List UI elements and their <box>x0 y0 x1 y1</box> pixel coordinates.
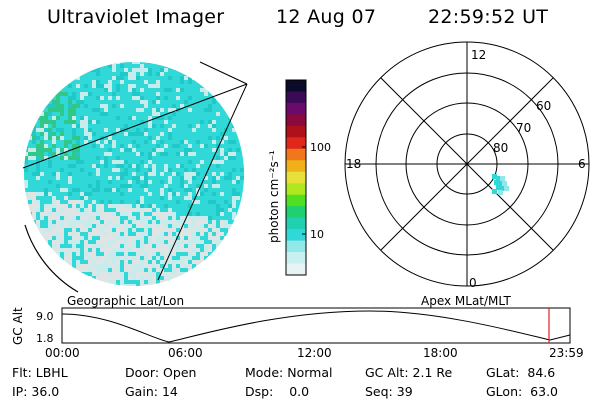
geo-caption: Geographic Lat/Lon <box>67 294 185 308</box>
date-label: 12 Aug 07 <box>276 6 377 28</box>
colorbar-cell <box>286 160 306 173</box>
limb-arc <box>24 224 79 293</box>
colorbar-cell <box>286 80 306 92</box>
timeline-frame <box>61 307 571 344</box>
colorbar-tick-100: 100 <box>310 141 331 154</box>
colorbar-cell <box>286 91 306 104</box>
fov-line <box>199 61 248 85</box>
gcalt-value: 2.1 Re <box>412 365 453 380</box>
door-info: Door: Open <box>125 365 197 380</box>
uv-image-disc <box>24 62 244 286</box>
lat-label-60: 60 <box>536 99 551 113</box>
mlt-label-18: 18 <box>346 157 361 171</box>
door-value: Open <box>163 365 197 380</box>
colorbar-cell <box>286 217 306 230</box>
colorbar-cell <box>286 102 306 115</box>
flt-value: LBHL <box>35 365 68 380</box>
seq-info: Seq: 39 <box>365 384 413 399</box>
lat-label-80: 80 <box>493 141 508 155</box>
colorbar-cell <box>286 137 306 150</box>
y-tick-1-8: 1.8 <box>36 332 54 345</box>
colorbar-tick-10: 10 <box>310 228 324 241</box>
dsp-info: Dsp: 0.0 <box>245 384 310 399</box>
colorbar-unit-label: photon cm⁻²s⁻¹ <box>267 150 281 243</box>
colorbar-cell <box>286 171 306 184</box>
colorbar-cell <box>286 183 306 196</box>
polar-plot: 12 18 6 0 60 70 80 <box>344 41 590 290</box>
glon-value: 63.0 <box>530 384 559 399</box>
glon-info: GLon: 63.0 <box>486 384 559 399</box>
x-tick-1200: 12:00 <box>297 346 332 360</box>
glat-value: 84.6 <box>527 365 556 380</box>
ip-value: 36.0 <box>31 384 60 399</box>
mode-value: Normal <box>287 365 333 380</box>
x-tick-0000: 00:00 <box>45 346 80 360</box>
gcalt-info: GC Alt: 2.1 Re <box>365 365 453 380</box>
geographic-map <box>22 61 248 293</box>
colorbar-cell <box>286 148 306 161</box>
lat-label-70: 70 <box>516 121 531 135</box>
gain-value: 14 <box>161 384 178 399</box>
mlt-label-12: 12 <box>471 48 486 62</box>
colorbar-gradient <box>286 80 306 276</box>
x-tick-0600: 06:00 <box>168 346 203 360</box>
altitude-timeline: 9.0 1.8 GC Alt <box>11 307 571 345</box>
colorbar-cell <box>286 229 306 242</box>
aurora-spot <box>492 174 509 195</box>
colorbar-cell <box>286 206 306 219</box>
colorbar-cell <box>286 114 306 127</box>
instrument-title: Ultraviolet Imager <box>47 6 225 28</box>
altitude-curve <box>61 310 571 343</box>
ip-info: IP: 36.0 <box>12 384 60 399</box>
colorbar-cell <box>286 263 306 276</box>
x-tick-1800: 18:00 <box>423 346 458 360</box>
y-tick-9: 9.0 <box>36 310 54 323</box>
fov-line <box>157 83 248 281</box>
mlt-label-0: 0 <box>469 276 477 290</box>
colorbar-cell <box>286 194 306 207</box>
colorbar-cell <box>286 240 306 253</box>
colorbar-cell <box>286 125 306 138</box>
glat-info: GLat: 84.6 <box>486 365 556 380</box>
flt-info: Flt: LBHL <box>12 365 68 380</box>
time-label: 22:59:52 UT <box>428 6 549 28</box>
fov-line <box>22 83 248 169</box>
gain-info: Gain: 14 <box>125 384 178 399</box>
dsp-value: 0.0 <box>289 384 310 399</box>
gc-alt-axis-title: GC Alt <box>11 307 25 345</box>
mlt-label-6: 6 <box>578 157 586 171</box>
colorbar-cell <box>286 252 306 265</box>
mode-info: Mode: Normal <box>245 365 333 380</box>
seq-value: 39 <box>396 384 413 399</box>
x-tick-2359: 23:59 <box>549 346 584 360</box>
apex-caption: Apex MLat/MLT <box>421 294 511 308</box>
colorbar: 100 10 photon cm⁻²s⁻¹ <box>267 79 331 276</box>
